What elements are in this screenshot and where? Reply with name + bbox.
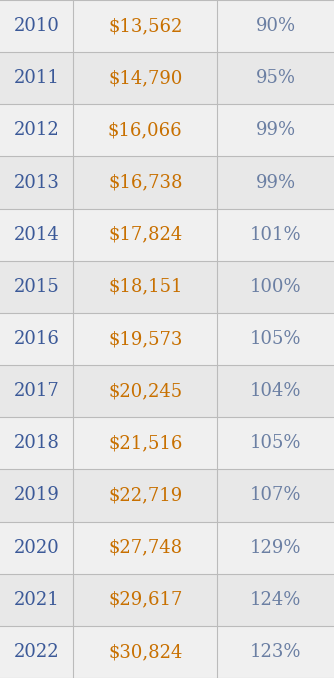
Text: 2022: 2022 (14, 643, 59, 661)
FancyBboxPatch shape (0, 313, 334, 365)
Text: $20,245: $20,245 (108, 382, 182, 400)
Text: $21,516: $21,516 (108, 435, 182, 452)
Text: 2019: 2019 (14, 486, 60, 504)
Text: 2012: 2012 (14, 121, 59, 140)
Text: 2011: 2011 (14, 69, 60, 87)
Text: 124%: 124% (250, 591, 301, 609)
Text: $13,562: $13,562 (108, 17, 182, 35)
Text: $27,748: $27,748 (108, 538, 182, 557)
FancyBboxPatch shape (0, 52, 334, 104)
Text: 107%: 107% (250, 486, 301, 504)
Text: 2017: 2017 (14, 382, 59, 400)
Text: 2016: 2016 (14, 330, 60, 348)
Text: 101%: 101% (250, 226, 301, 243)
Text: $18,151: $18,151 (108, 278, 183, 296)
Text: 105%: 105% (250, 330, 301, 348)
Text: $17,824: $17,824 (108, 226, 182, 243)
Text: 99%: 99% (256, 174, 296, 192)
Text: $19,573: $19,573 (108, 330, 182, 348)
FancyBboxPatch shape (0, 626, 334, 678)
Text: 100%: 100% (250, 278, 301, 296)
Text: $16,066: $16,066 (108, 121, 183, 140)
FancyBboxPatch shape (0, 157, 334, 209)
FancyBboxPatch shape (0, 209, 334, 261)
Text: 90%: 90% (256, 17, 296, 35)
FancyBboxPatch shape (0, 0, 334, 52)
Text: 2010: 2010 (14, 17, 60, 35)
Text: 123%: 123% (250, 643, 301, 661)
Text: 2015: 2015 (14, 278, 59, 296)
Text: 129%: 129% (250, 538, 301, 557)
FancyBboxPatch shape (0, 469, 334, 521)
Text: $14,790: $14,790 (108, 69, 182, 87)
FancyBboxPatch shape (0, 417, 334, 469)
Text: 2013: 2013 (14, 174, 60, 192)
Text: $29,617: $29,617 (108, 591, 182, 609)
Text: 2021: 2021 (14, 591, 59, 609)
Text: $16,738: $16,738 (108, 174, 183, 192)
Text: $30,824: $30,824 (108, 643, 182, 661)
FancyBboxPatch shape (0, 261, 334, 313)
FancyBboxPatch shape (0, 104, 334, 157)
Text: $22,719: $22,719 (108, 486, 182, 504)
Text: 2020: 2020 (14, 538, 59, 557)
FancyBboxPatch shape (0, 574, 334, 626)
Text: 2014: 2014 (14, 226, 59, 243)
FancyBboxPatch shape (0, 365, 334, 417)
Text: 2018: 2018 (14, 435, 60, 452)
Text: 95%: 95% (256, 69, 296, 87)
FancyBboxPatch shape (0, 521, 334, 574)
Text: 99%: 99% (256, 121, 296, 140)
Text: 104%: 104% (250, 382, 301, 400)
Text: 105%: 105% (250, 435, 301, 452)
